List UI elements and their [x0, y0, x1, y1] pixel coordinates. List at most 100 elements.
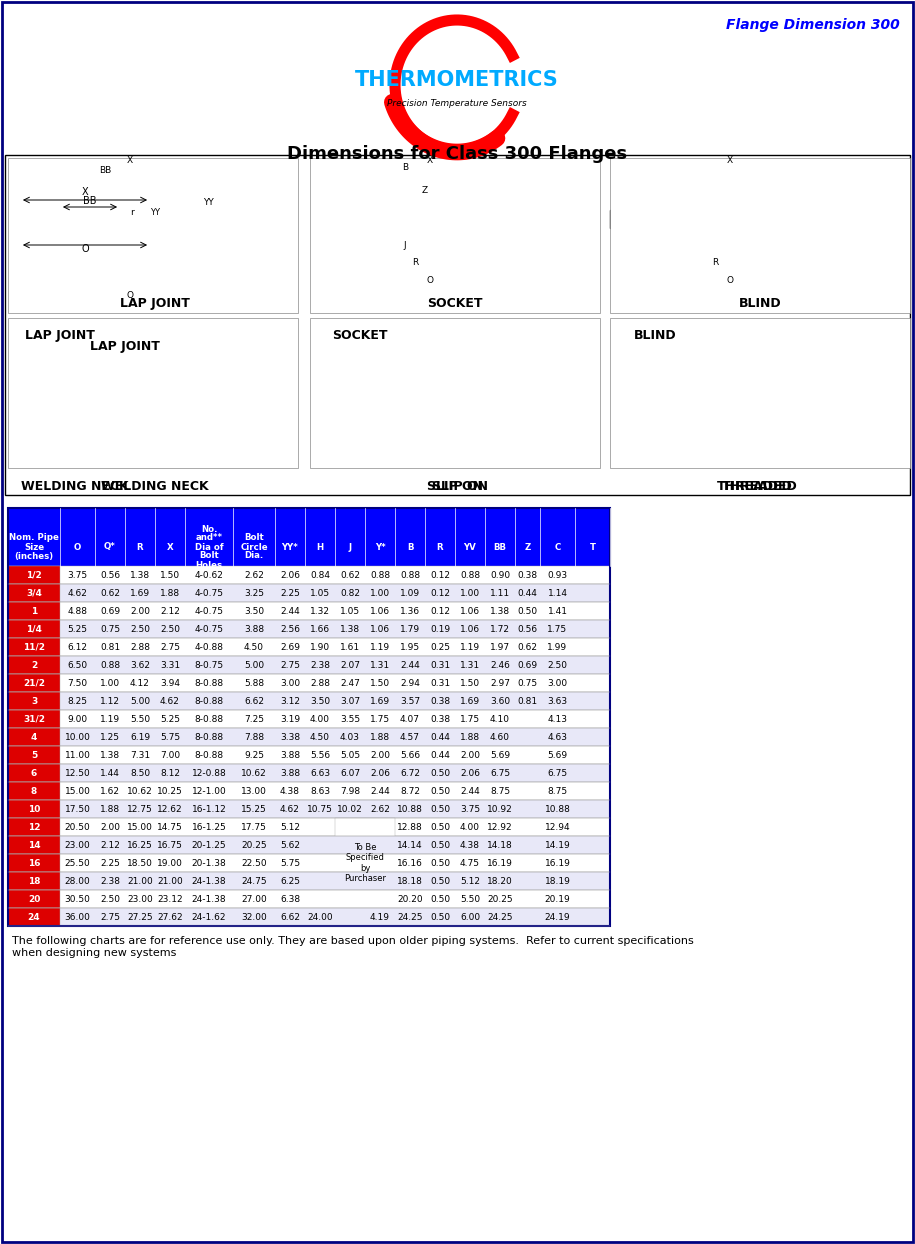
Text: Bolt: Bolt: [244, 534, 264, 542]
Bar: [8, 656, 610, 674]
Text: R: R: [412, 258, 418, 267]
Text: 3.88: 3.88: [280, 750, 300, 760]
Text: 4.19: 4.19: [370, 913, 390, 922]
Text: 20: 20: [27, 894, 40, 903]
Text: 17.75: 17.75: [241, 822, 267, 831]
Text: 17.50: 17.50: [65, 805, 91, 814]
Text: 2.50: 2.50: [100, 894, 120, 903]
Text: YY: YY: [150, 208, 160, 216]
Text: O: O: [727, 276, 734, 285]
Text: 14.75: 14.75: [157, 822, 183, 831]
Text: 23.00: 23.00: [127, 894, 153, 903]
Text: 2.06: 2.06: [460, 769, 480, 778]
Bar: [8, 872, 60, 889]
Text: 1.88: 1.88: [160, 588, 180, 597]
Text: 2.07: 2.07: [340, 661, 360, 669]
Text: X: X: [81, 187, 89, 197]
Text: r: r: [130, 208, 134, 216]
Text: 3.50: 3.50: [244, 607, 264, 616]
Text: 4-0.75: 4-0.75: [195, 607, 223, 616]
Bar: [8, 692, 60, 710]
Text: O: O: [426, 276, 434, 285]
Text: 16: 16: [27, 858, 40, 867]
Bar: [8, 692, 610, 710]
Bar: [8, 318, 298, 468]
Text: 0.88: 0.88: [460, 571, 480, 580]
Text: 8.75: 8.75: [490, 786, 510, 795]
Text: 1.50: 1.50: [370, 678, 390, 688]
Text: 24.75: 24.75: [242, 877, 267, 886]
Text: 2.50: 2.50: [160, 624, 180, 633]
Text: 20.19: 20.19: [544, 894, 570, 903]
Bar: [355, 190, 390, 235]
Text: 3.07: 3.07: [340, 697, 361, 705]
Text: 3: 3: [31, 697, 38, 705]
Text: 24-1.38: 24-1.38: [191, 877, 226, 886]
Text: 2.38: 2.38: [100, 877, 120, 886]
Text: 16.19: 16.19: [544, 858, 570, 867]
Text: 1.95: 1.95: [400, 642, 420, 652]
Bar: [8, 620, 60, 638]
Bar: [8, 819, 610, 836]
Bar: [8, 836, 60, 853]
Text: 1.06: 1.06: [460, 624, 480, 633]
Text: 3.50: 3.50: [310, 697, 330, 705]
Text: BLIND: BLIND: [738, 297, 781, 310]
Text: 18.50: 18.50: [127, 858, 153, 867]
Text: 0.88: 0.88: [100, 661, 120, 669]
Text: 2.97: 2.97: [490, 678, 510, 688]
Text: 24: 24: [27, 913, 40, 922]
Text: 4.62: 4.62: [280, 805, 300, 814]
Text: 36.00: 36.00: [65, 913, 91, 922]
Text: Y*: Y*: [374, 542, 385, 551]
Text: YY*: YY*: [282, 542, 298, 551]
Text: 3.31: 3.31: [160, 661, 180, 669]
Text: 1.32: 1.32: [310, 607, 330, 616]
Text: 0.38: 0.38: [430, 697, 450, 705]
Text: 12.62: 12.62: [157, 805, 183, 814]
Text: YV: YV: [464, 542, 477, 551]
Text: 0.88: 0.88: [370, 571, 390, 580]
Text: 18.18: 18.18: [397, 877, 423, 886]
Text: 0.81: 0.81: [518, 697, 538, 705]
Text: 0.50: 0.50: [430, 841, 450, 850]
Text: 0.50: 0.50: [430, 858, 450, 867]
Text: 2.69: 2.69: [280, 642, 300, 652]
Text: 1/2: 1/2: [27, 571, 42, 580]
Text: 0.82: 0.82: [340, 588, 360, 597]
Text: SOCKET: SOCKET: [332, 328, 388, 342]
Text: 25.50: 25.50: [65, 858, 91, 867]
Bar: [8, 872, 610, 889]
Text: 0.62: 0.62: [340, 571, 360, 580]
Text: 1.00: 1.00: [100, 678, 120, 688]
Bar: [8, 508, 610, 926]
Text: Circle: Circle: [240, 542, 268, 551]
Text: 8-0.88: 8-0.88: [194, 678, 223, 688]
Text: 0.84: 0.84: [310, 571, 330, 580]
Text: H: H: [317, 542, 324, 551]
Text: 1.19: 1.19: [460, 642, 480, 652]
Text: 30.50: 30.50: [65, 894, 91, 903]
Text: 12.94: 12.94: [544, 822, 570, 831]
Text: B: B: [402, 163, 408, 172]
Text: Nom. Pipe: Nom. Pipe: [9, 534, 59, 542]
Text: THREADED: THREADED: [722, 480, 798, 493]
Text: LAP JOINT: LAP JOINT: [90, 340, 160, 353]
Text: 8.63: 8.63: [310, 786, 330, 795]
Bar: [8, 566, 610, 583]
Text: 1.09: 1.09: [400, 588, 420, 597]
Bar: [610, 158, 910, 313]
Text: 0.56: 0.56: [100, 571, 120, 580]
Text: 6.75: 6.75: [547, 769, 567, 778]
Text: 20.50: 20.50: [65, 822, 91, 831]
Text: 8.25: 8.25: [68, 697, 88, 705]
Text: 2.75: 2.75: [280, 661, 300, 669]
Text: Flange Dimension 300: Flange Dimension 300: [727, 17, 900, 32]
Text: 0.38: 0.38: [518, 571, 538, 580]
Text: To Be
Specified
by
Purchaser: To Be Specified by Purchaser: [344, 843, 386, 883]
Text: 5.66: 5.66: [400, 750, 420, 760]
Text: 1.38: 1.38: [100, 750, 120, 760]
Text: 18: 18: [27, 877, 40, 886]
Text: 16-1.12: 16-1.12: [191, 805, 226, 814]
Text: 8-0.88: 8-0.88: [194, 714, 223, 724]
